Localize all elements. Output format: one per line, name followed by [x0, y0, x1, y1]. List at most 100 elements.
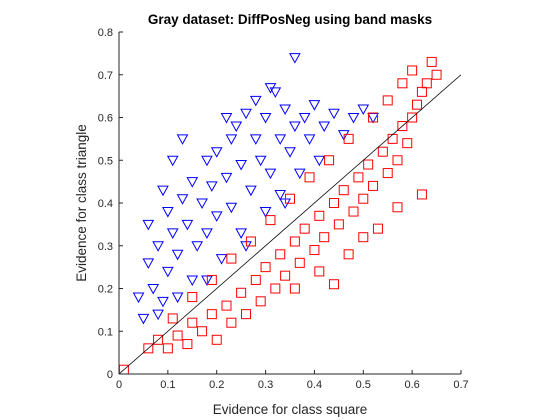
triangle-point [166, 228, 179, 239]
square-point [172, 330, 183, 341]
x-tick-label: 0.5 [356, 379, 371, 391]
square-point [348, 206, 359, 217]
square-point [289, 283, 300, 294]
triangle-point [235, 160, 247, 171]
triangle-point [181, 219, 194, 231]
square-point [343, 249, 354, 260]
square-point [392, 155, 403, 166]
square-point [250, 274, 261, 285]
square-point [187, 292, 198, 303]
y-tick-label: 0.3 [98, 241, 113, 253]
triangle-point [328, 108, 340, 120]
square-point [275, 249, 286, 260]
square-point [416, 189, 427, 200]
triangle-point [142, 219, 155, 231]
square-point [270, 283, 281, 294]
square-point [255, 296, 266, 307]
triangle-point [157, 185, 169, 197]
triangle-point [196, 198, 208, 210]
square-point [333, 219, 344, 230]
triangle-point [142, 258, 155, 269]
triangle-point [347, 113, 360, 124]
square-point [241, 309, 252, 320]
x-tick-label: 0.7 [453, 379, 468, 391]
triangle-point [357, 104, 370, 115]
triangle-point [298, 113, 311, 124]
triangle-point [259, 113, 272, 124]
triangle-point [176, 194, 189, 205]
square-point [309, 245, 320, 256]
y-tick-label: 0.2 [98, 284, 113, 296]
triangle-point [318, 121, 331, 133]
y-tick-label: 0.5 [98, 155, 113, 167]
y-tick-label: 0.1 [98, 326, 113, 338]
triangle-point [249, 95, 262, 107]
plot-area [119, 53, 461, 374]
square-point [392, 202, 403, 213]
triangle-point [254, 155, 267, 167]
square-point [260, 262, 271, 273]
triangle-point [279, 104, 291, 115]
triangle-point [201, 155, 213, 167]
triangle-point [367, 113, 379, 124]
square-point [289, 236, 300, 247]
square-point [143, 343, 154, 354]
triangle-point [210, 147, 223, 158]
triangle-point [289, 53, 301, 64]
square-point [153, 334, 164, 345]
square-point [162, 343, 173, 354]
triangle-point [249, 134, 262, 145]
square-point [182, 339, 193, 350]
square-point [211, 334, 222, 345]
square-point [167, 313, 178, 324]
square-point [324, 155, 335, 166]
triangle-point [220, 113, 233, 124]
square-point [412, 99, 423, 110]
square-point [328, 279, 339, 290]
square-point [236, 287, 247, 298]
triangle-point [157, 296, 169, 308]
triangle-point [215, 254, 228, 265]
triangle-point [308, 100, 321, 111]
triangle-point [225, 202, 238, 214]
square-point [358, 232, 369, 243]
triangle-point [191, 241, 204, 252]
triangle-point [225, 134, 238, 145]
triangle-point [235, 228, 247, 239]
square-point [377, 146, 388, 157]
square-point [431, 69, 442, 80]
triangle-point [284, 147, 296, 158]
y-axis-label: Evidence for class triangle [74, 124, 89, 282]
square-point [221, 300, 232, 311]
triangle-point [186, 275, 199, 286]
square-point [338, 185, 349, 196]
triangle-point [162, 266, 174, 278]
square-point [382, 168, 393, 179]
square-point [206, 309, 217, 320]
square-point [407, 65, 418, 76]
square-point [299, 223, 310, 234]
triangle-point [274, 134, 287, 145]
y-tick-label: 0 [107, 369, 113, 381]
x-tick-label: 0 [116, 379, 122, 391]
triangle-point [201, 228, 213, 239]
triangle-point [259, 207, 272, 218]
square-point [304, 172, 315, 183]
y-tick-label: 0.7 [98, 70, 113, 82]
triangle-point [264, 168, 277, 180]
square-point [421, 78, 432, 89]
square-point [280, 270, 291, 281]
square-point [226, 253, 237, 264]
triangle-point [264, 83, 277, 94]
x-axis-label: Evidence for class square [213, 402, 368, 417]
square-point [368, 180, 379, 191]
square-point [187, 317, 198, 328]
y-tick-label: 0.8 [98, 27, 113, 39]
triangle-point [186, 177, 199, 188]
square-point [285, 193, 295, 204]
square-point [226, 317, 237, 328]
x-tick-label: 0.2 [209, 379, 224, 391]
square-point [416, 86, 427, 97]
